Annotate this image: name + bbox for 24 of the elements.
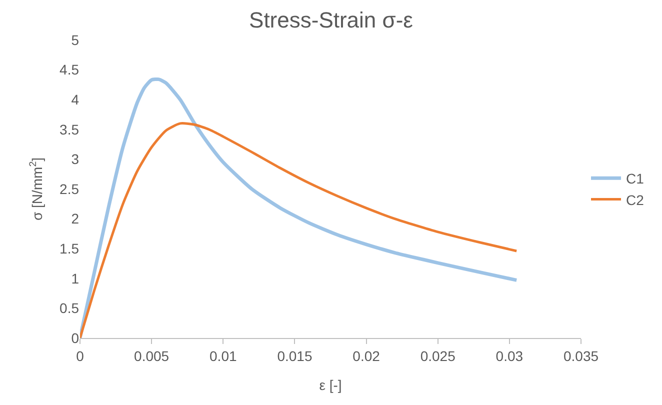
y-tick-label: 4.5 [60,62,80,78]
line-series [80,77,518,338]
line-series [80,122,518,338]
y-tick-label: 5 [71,32,80,48]
y-tick-label: 3.5 [60,121,80,138]
x-tick-label: 0.015 [277,348,312,364]
x-tick-label: 0.01 [210,348,237,364]
y-tick-label: 2 [71,210,80,227]
y-tick-label: 1.5 [60,240,80,256]
y-tick-label: 1 [71,270,80,286]
chart-title: Stress-Strain σ-ε [249,8,414,33]
x-tick-label: 0.005 [134,348,170,364]
y-tick-label: 3 [71,151,80,168]
x-axis-title: ε [-] [319,377,342,393]
x-tick-label: 0.035 [563,348,599,364]
y-tick-label: 0.5 [60,300,80,316]
x-tick-label: 0.03 [496,348,524,364]
legend-label: C1 [626,170,644,187]
legend-label: C2 [626,192,644,208]
y-tick-label: 2.5 [60,180,80,197]
x-tick-label: 0.025 [420,348,456,364]
y-tick-label: 4 [71,92,80,108]
x-tick-label: 0.02 [352,348,380,364]
y-tick-label: 0 [71,330,80,346]
